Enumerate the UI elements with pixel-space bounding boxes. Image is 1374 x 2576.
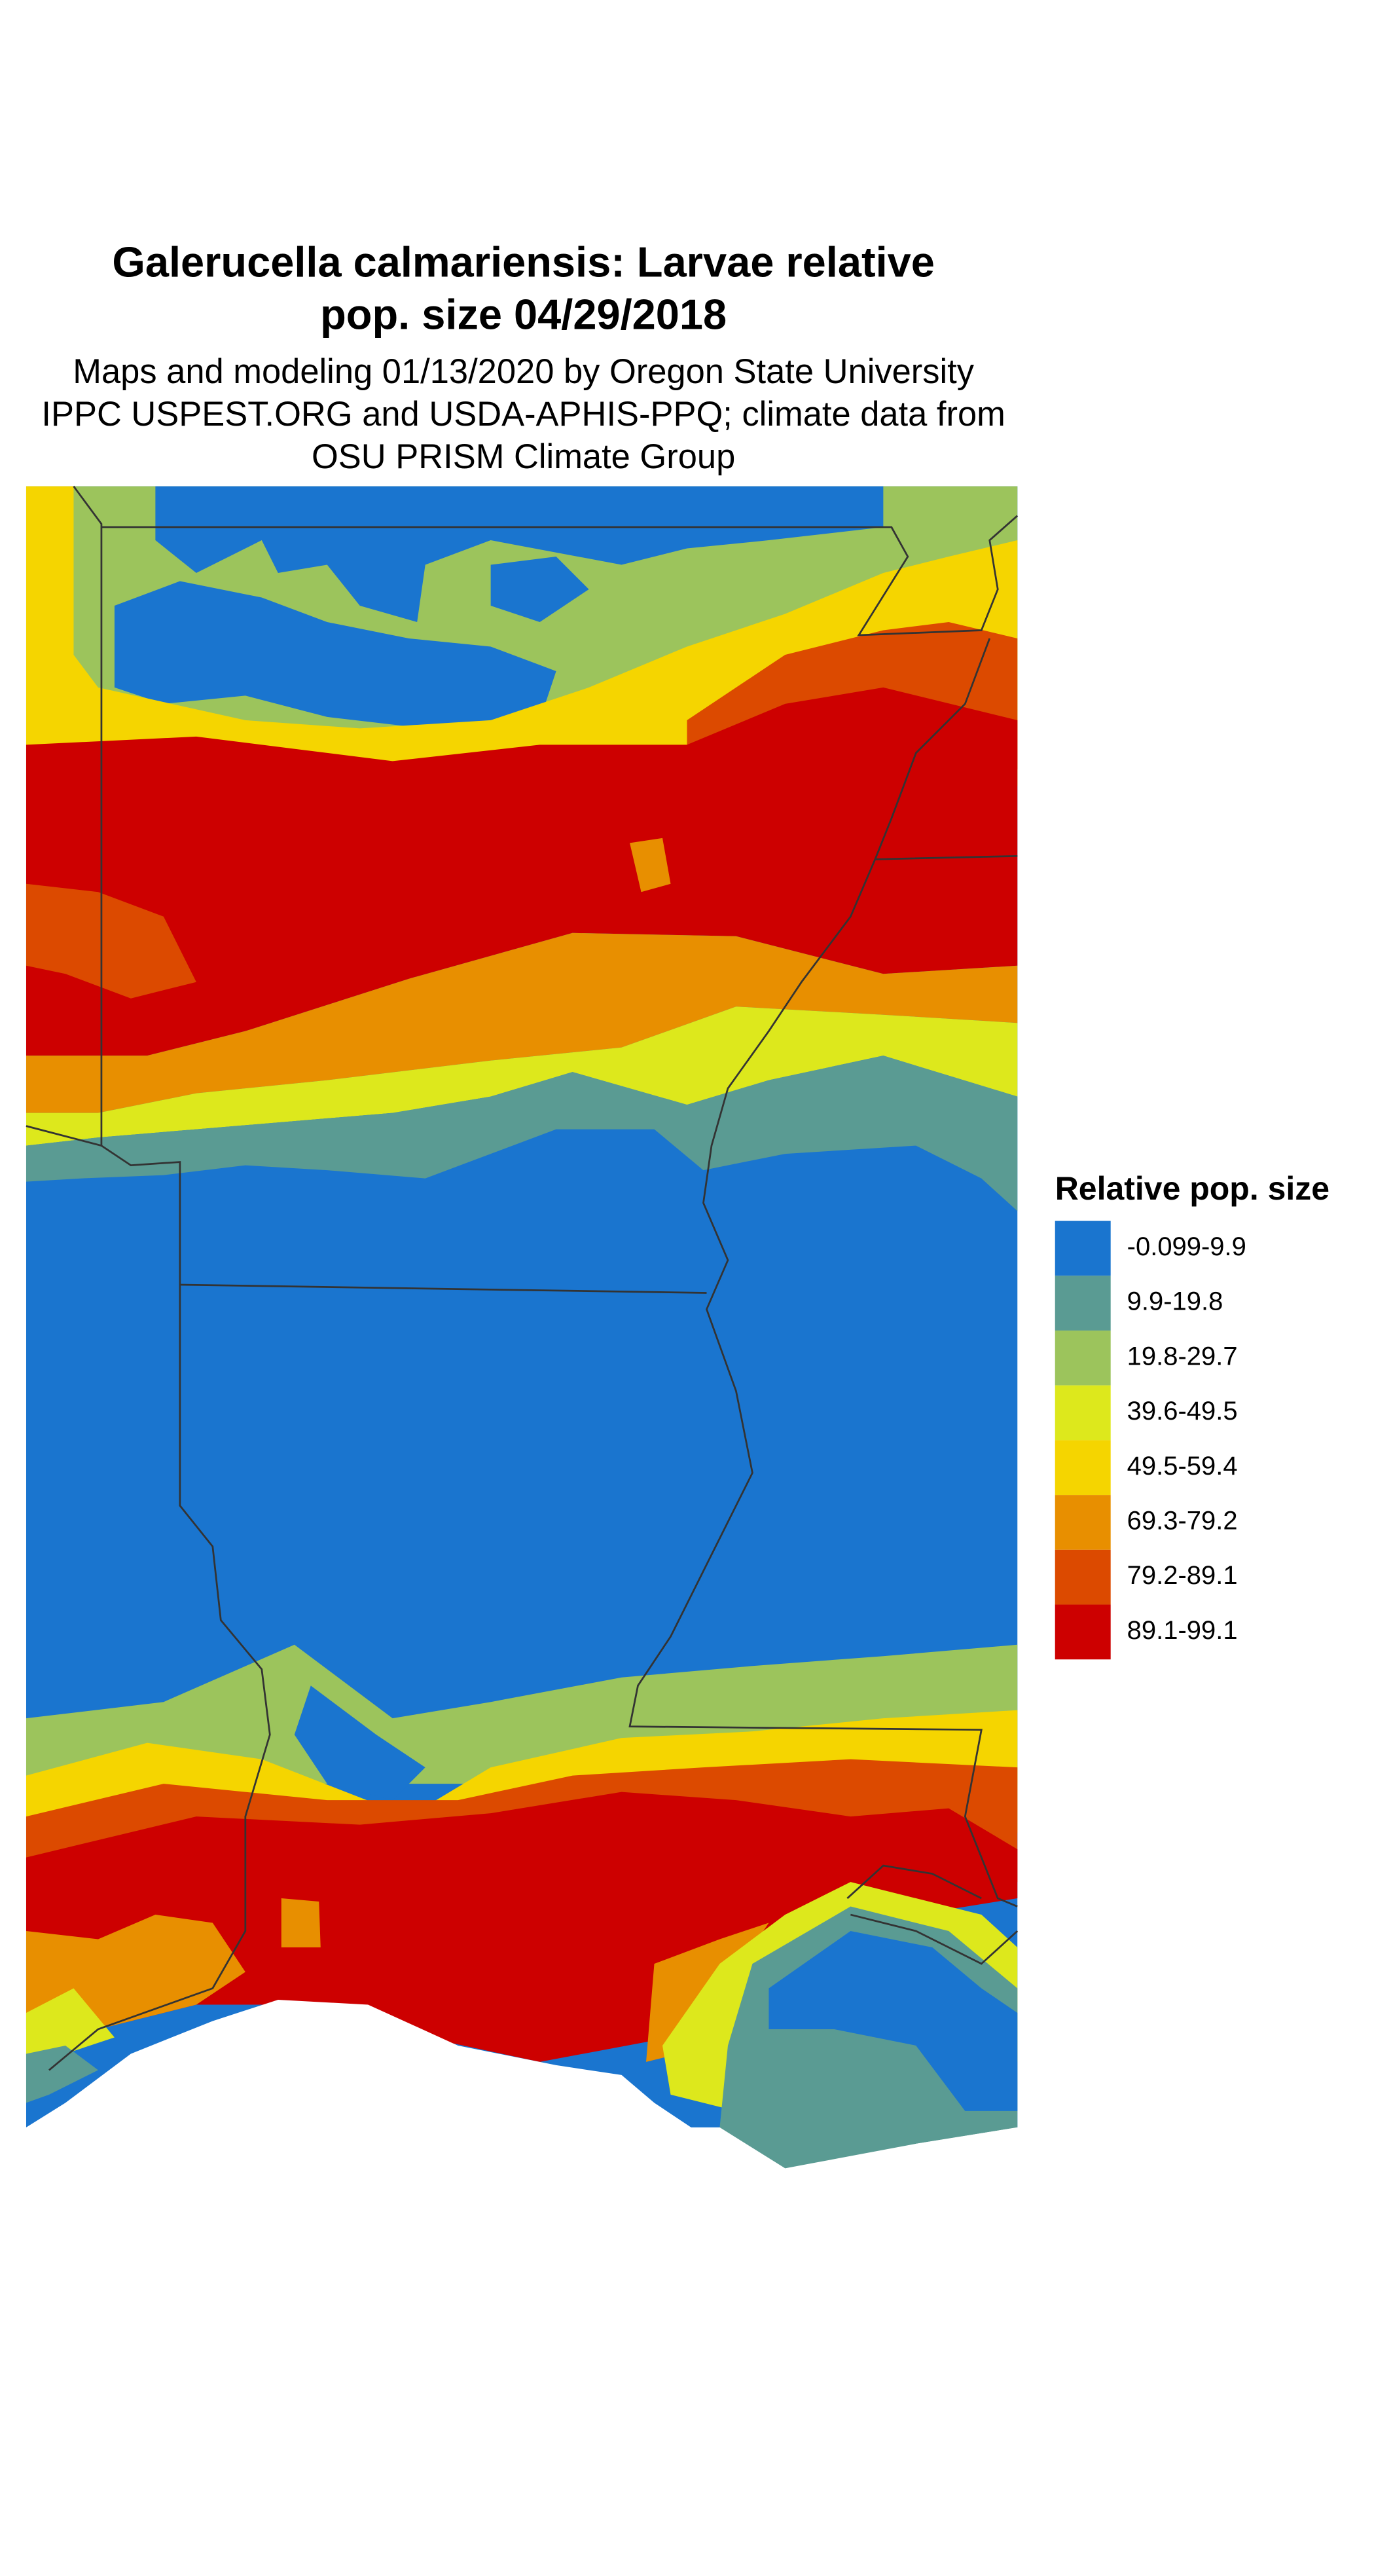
region (768, 1931, 1018, 2111)
coast-water (26, 1999, 1018, 2193)
legend-label: 49.5-59.4 (1127, 1452, 1238, 1481)
region (26, 1792, 1018, 2062)
region (294, 1685, 425, 1801)
title-line: Galerucella calmariensis: Larvae relativ… (112, 238, 935, 286)
legend: -0.099-9.9 9.9-19.8 19.8-29.7 39.6-49.5 49.5… (1055, 1221, 1246, 1660)
border (179, 1283, 707, 1294)
legend-label: 9.9-19.8 (1127, 1287, 1223, 1316)
region (114, 581, 556, 729)
region (26, 1988, 115, 2062)
region (26, 883, 196, 999)
legend-label: 69.3-79.2 (1127, 1507, 1238, 1536)
subtitle-line: IPPC USPEST.ORG and USDA-APHIS-PPQ; clim… (41, 396, 1005, 433)
legend-swatch (1055, 1221, 1111, 1276)
legend-swatch (1055, 1440, 1111, 1496)
legend-swatch (1055, 1385, 1111, 1441)
border (48, 1145, 271, 2071)
region (155, 486, 884, 622)
region (26, 1006, 1018, 1146)
subtitle-line: OSU PRISM Climate Group (312, 438, 735, 476)
legend-label: 19.8-29.7 (1127, 1342, 1238, 1371)
legend-label: 89.1-99.1 (1127, 1616, 1238, 1645)
region (490, 557, 589, 622)
legend-swatch (1055, 1330, 1111, 1386)
border (26, 485, 103, 1147)
region (630, 837, 671, 892)
legend-swatch (1055, 1276, 1111, 1331)
subtitle-line: Maps and modeling 01/13/2020 by Oregon S… (73, 353, 974, 391)
region (26, 2045, 98, 2103)
legend-swatch (1055, 1604, 1111, 1660)
region (26, 1056, 1018, 1211)
map (26, 485, 1019, 2193)
legend-swatch (1055, 1495, 1111, 1550)
legend-label: -0.099-9.9 (1127, 1232, 1246, 1261)
border (846, 1864, 1019, 1965)
region (281, 1898, 321, 1948)
title-line: pop. size 04/29/2018 (320, 291, 727, 339)
region (26, 687, 1018, 1056)
legend-swatch (1055, 1549, 1111, 1605)
legend-title: Relative pop. size (1055, 1170, 1329, 1207)
legend-label: 39.6-49.5 (1127, 1397, 1238, 1426)
region (26, 932, 1018, 1113)
border (101, 515, 1019, 636)
legend-label: 79.2-89.1 (1127, 1561, 1238, 1590)
border (628, 638, 1018, 1907)
